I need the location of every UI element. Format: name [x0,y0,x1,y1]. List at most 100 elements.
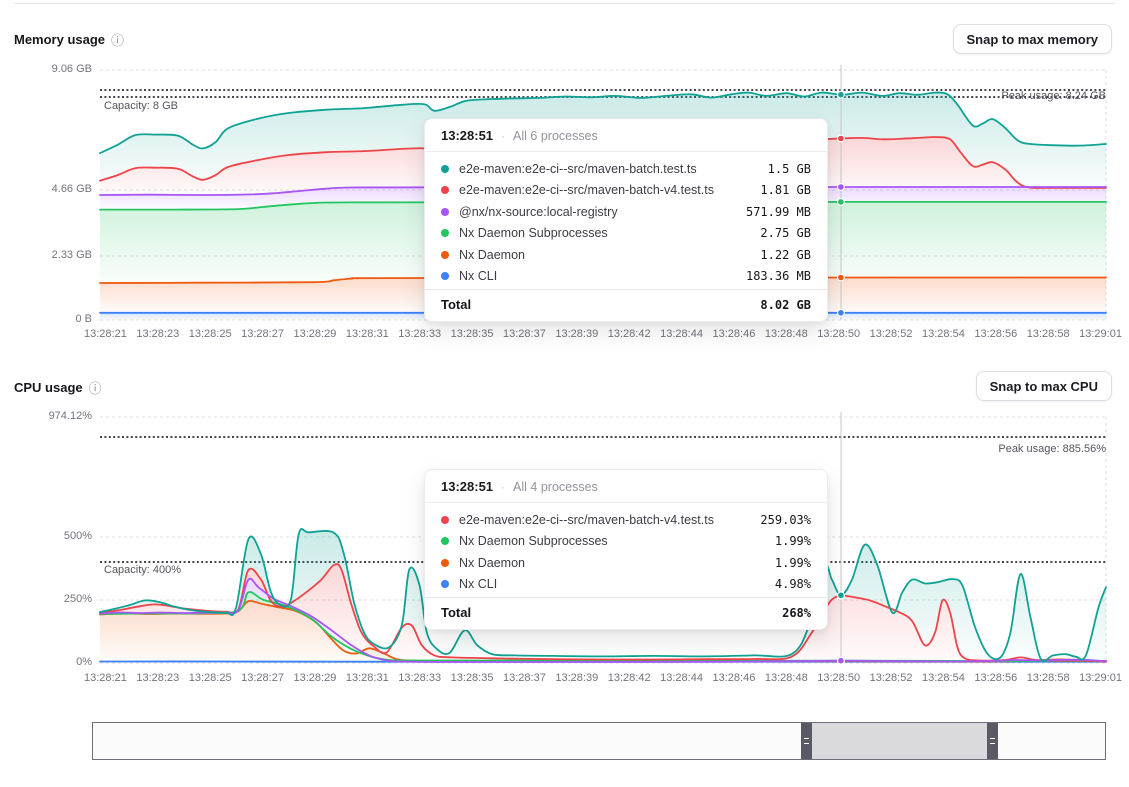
series-label: e2e-maven:e2e-ci--src/maven-batch.test.t… [459,161,697,176]
x-axis-label: 13:28:35 [450,672,494,684]
x-axis-label: 13:28:37 [503,328,546,340]
top-divider [14,3,1115,4]
cpu-section-title: CPU usage ⓘ [14,378,102,397]
memory-title-text: Memory usage [14,32,106,47]
tooltip-subtitle: All 6 processes [513,128,598,143]
snap-to-max-cpu-button[interactable]: Snap to max CPU [975,371,1112,401]
timeline-brush-track[interactable] [92,722,1106,760]
x-axis-label: 13:28:54 [922,328,965,340]
series-dot [441,537,449,546]
tooltip-row: @nx/nx-source:local-registry 571.99 MB [441,201,811,223]
drag-grip-icon [990,738,995,744]
cpu-y-label: 250% [63,593,92,605]
brush-selection[interactable] [812,723,987,759]
x-axis-label: 13:28:25 [188,328,232,340]
brush-left-handle[interactable] [801,723,812,759]
series-dot [441,229,449,238]
x-axis-label: 13:28:21 [84,672,127,684]
memory-y-label: 2.33 GB [51,249,92,261]
series-label: Nx Daemon [459,247,525,262]
series-label: @nx/nx-source:local-registry [459,204,618,219]
x-axis-label: 13:28:35 [450,328,494,340]
tooltip-time: 13:28:51 [441,128,494,143]
x-axis-label: 13:28:48 [764,328,808,340]
x-axis-label: 13:28:56 [974,328,1018,340]
tooltip-row: Nx Daemon 1.99% [441,552,811,574]
x-axis-label: 13:28:33 [398,328,442,340]
x-axis-label: 13:28:23 [136,328,180,340]
x-axis-label: 13:28:37 [503,672,546,684]
tooltip-row: Nx Daemon Subprocesses 1.99% [441,531,811,553]
memory-y-label: 4.66 GB [51,183,92,195]
series-value: 1.5 GB [767,161,811,176]
series-label: Nx CLI [459,577,498,592]
x-axis-label: 13:28:29 [293,328,337,340]
info-icon[interactable]: ⓘ [111,33,125,48]
series-dot [441,250,449,259]
series-dot [441,558,449,567]
memory-capacity-label: Capacity: 8 GB [104,100,178,112]
series-value: 1.99% [774,534,811,549]
series-value: 1.81 GB [760,183,811,198]
x-axis-label: 13:28:56 [974,672,1018,684]
series-value: 1.22 GB [760,247,811,262]
memory-crosshair-dots [836,90,845,317]
series-label: e2e-maven:e2e-ci--src/maven-batch-v4.tes… [459,183,714,198]
x-axis-label: 13:29:01 [1079,672,1122,684]
series-label: Nx Daemon Subprocesses [459,534,608,549]
x-axis-label: 13:28:27 [241,672,284,684]
x-axis-label: 13:28:31 [345,672,389,684]
cpu-crosshair-dots [836,591,845,666]
drag-grip-icon [804,738,809,744]
tooltip-row: e2e-maven:e2e-ci--src/maven-batch-v4.tes… [441,509,811,531]
memory-tooltip: 13:28:51 · All 6 processes e2e-maven:e2e… [424,118,828,322]
series-label: Nx Daemon Subprocesses [459,226,608,241]
x-axis-label: 13:28:52 [869,328,913,340]
cpu-y-label: 974.12% [48,410,92,422]
series-label: e2e-maven:e2e-ci--src/maven-batch-v4.tes… [459,512,714,527]
x-axis-label: 13:28:50 [817,672,861,684]
tooltip-subtitle: All 4 processes [513,479,598,494]
x-axis-label: 13:28:23 [136,672,180,684]
x-axis-label: 13:28:39 [555,328,599,340]
tooltip-row: Nx Daemon 1.22 GB [441,244,811,266]
series-dot [441,186,449,195]
x-axis-label: 13:28:27 [241,328,284,340]
total-label: Total [441,297,472,312]
tooltip-total-row: Total 268% [425,597,827,629]
x-axis-label: 13:28:50 [817,328,861,340]
tooltip-total-row: Total 8.02 GB [425,289,827,321]
x-axis-label: 13:28:58 [1026,328,1070,340]
x-axis-label: 13:28:21 [84,328,127,340]
tooltip-row: e2e-maven:e2e-ci--src/maven-batch.test.t… [441,158,811,180]
brush-right-handle[interactable] [987,723,998,759]
series-value: 183.36 MB [745,269,811,284]
memory-peak-label: Peak usage: 8.24 GB [1001,90,1106,102]
x-axis-label: 13:28:42 [607,328,651,340]
snap-to-max-memory-button[interactable]: Snap to max memory [952,24,1112,54]
series-value: 1.99% [774,555,811,570]
info-icon[interactable]: ⓘ [88,381,102,396]
tooltip-row: Nx CLI 4.98% [441,574,811,596]
x-axis-label: 13:28:29 [293,672,337,684]
tooltip-header: 13:28:51 · All 6 processes [425,119,827,152]
memory-y-label: 9.06 GB [51,63,92,75]
x-axis-label: 13:28:58 [1026,672,1070,684]
memory-section-title: Memory usage ⓘ [14,30,124,49]
x-axis-label: 13:28:39 [555,672,599,684]
series-dot [441,580,449,589]
tooltip-row: Nx Daemon Subprocesses 2.75 GB [441,223,811,245]
x-axis-label: 13:28:42 [607,672,651,684]
memory-y-label: 0 B [75,313,92,325]
tooltip-header: 13:28:51 · All 4 processes [425,470,827,503]
x-axis-label: 13:28:48 [764,672,808,684]
series-value: 2.75 GB [760,226,811,241]
cpu-title-text: CPU usage [14,380,83,395]
series-dot [441,207,449,216]
cpu-capacity-label: Capacity: 400% [104,564,182,576]
tooltip-time: 13:28:51 [441,479,494,494]
cpu-y-label: 0% [76,656,92,668]
tooltip-separator: · [501,128,506,143]
series-label: Nx Daemon [459,555,525,570]
